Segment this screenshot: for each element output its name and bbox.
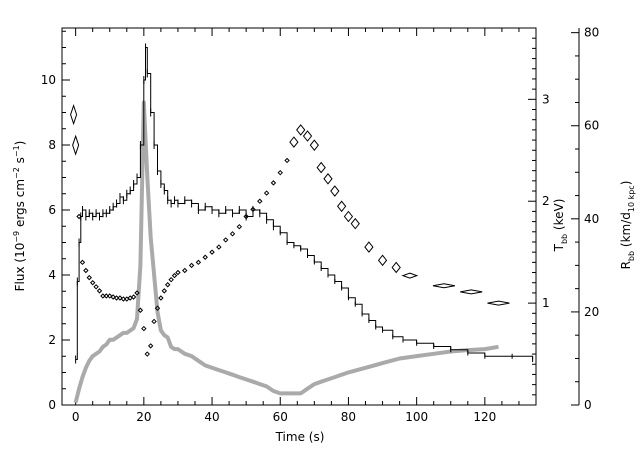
- temperature-point: [72, 134, 80, 156]
- temperature-point: [103, 293, 110, 299]
- temperature-point: [137, 307, 144, 313]
- x-tick-label: 20: [136, 410, 151, 424]
- radius-axis-title: Rbb (km/d10 kpc): [619, 181, 636, 270]
- temperature-point: [343, 210, 354, 223]
- temperature-point: [309, 139, 319, 151]
- y-left-tick-label: 2: [48, 333, 56, 347]
- temperature-point: [336, 200, 347, 213]
- temperature-point: [89, 280, 96, 286]
- temperature-point: [100, 293, 106, 299]
- temperature-point: [487, 300, 510, 306]
- temperature-point: [236, 223, 243, 230]
- temperature-point: [277, 169, 283, 176]
- temperature-axis-title: Tbb (keV): [552, 199, 569, 253]
- temperature-point: [175, 269, 181, 276]
- radius-line: [73, 100, 499, 404]
- temperature-point: [222, 237, 229, 243]
- temperature-series: [70, 104, 510, 357]
- x-tick-label: 120: [473, 410, 496, 424]
- temperature-point: [391, 261, 401, 274]
- temperature-point: [70, 104, 78, 126]
- temperature-point: [270, 180, 277, 186]
- y-left-tick-label: 8: [48, 138, 56, 152]
- temperature-point: [202, 254, 208, 260]
- temperature-point: [117, 295, 123, 301]
- temperature-point: [79, 259, 86, 266]
- temperature-point: [229, 231, 236, 237]
- radius-tick-label: 0: [584, 398, 592, 412]
- radius-series: [73, 100, 499, 404]
- temperature-point: [182, 267, 188, 274]
- temperature-point: [141, 325, 147, 332]
- temperature-point: [257, 198, 263, 204]
- temperature-point: [161, 288, 168, 294]
- temperature-point: [323, 172, 333, 185]
- temperature-point: [134, 290, 140, 296]
- temperature-point: [130, 294, 137, 300]
- temperature-point: [401, 272, 419, 279]
- temperature-tick-label: 3: [542, 92, 550, 106]
- temperature-point: [151, 318, 157, 325]
- y-left-tick-label: 6: [48, 203, 56, 217]
- x-tick-label: 0: [72, 410, 80, 424]
- temperature-point: [330, 185, 340, 197]
- temperature-point: [188, 262, 195, 269]
- x-tick-label: 60: [273, 410, 288, 424]
- temperature-point: [147, 343, 154, 349]
- flux-series: [75, 43, 534, 364]
- temperature-point: [96, 288, 103, 294]
- radius-tick-label: 80: [584, 26, 599, 40]
- x-tick-label: 100: [405, 410, 428, 424]
- temperature-point: [113, 295, 120, 301]
- x-axis-title: Time (s): [275, 430, 325, 444]
- y-left-axis-title: Flux (10−9 ergs cm−2 s−1): [12, 141, 27, 292]
- temperature-point: [83, 267, 89, 274]
- y-left-tick-label: 4: [48, 268, 56, 282]
- temperature-point: [158, 295, 164, 301]
- temperature-point: [250, 206, 256, 213]
- radius-tick-label: 20: [584, 305, 599, 319]
- radius-axis-ticks: 0 20 40 60 80: [571, 26, 599, 412]
- y-left-tick-label: 10: [41, 73, 56, 87]
- temperature-point: [350, 217, 360, 230]
- temperature-point: [302, 130, 313, 142]
- temperature-point: [460, 289, 483, 295]
- temperature-point: [168, 276, 174, 283]
- temperature-point: [289, 136, 299, 148]
- temperature-point: [165, 282, 171, 288]
- temperature-point: [120, 296, 127, 302]
- temperature-point: [110, 294, 116, 300]
- temperature-point: [107, 293, 113, 299]
- y-left-tick-label: 0: [48, 398, 56, 412]
- y-left-axis-ticks: 0 2 4 6 8 10: [41, 30, 70, 412]
- temperature-point: [296, 124, 306, 136]
- x-tick-label: 80: [341, 410, 356, 424]
- temperature-point: [263, 190, 270, 196]
- temperature-point: [76, 213, 82, 220]
- temperature-point: [171, 272, 178, 279]
- temperature-point: [195, 259, 202, 266]
- temperature-point: [209, 249, 215, 255]
- x-axis-ticks: 0 20 40 60 80 100 120: [72, 28, 520, 424]
- temperature-point: [243, 213, 249, 220]
- temperature-point: [316, 161, 326, 174]
- temperature-point: [154, 305, 161, 311]
- temperature-point: [432, 283, 456, 289]
- temperature-point: [364, 241, 374, 253]
- temperature-tick-label: 2: [542, 194, 550, 208]
- radius-tick-label: 60: [584, 119, 599, 133]
- temperature-point: [144, 351, 150, 357]
- radius-tick-label: 40: [584, 212, 599, 226]
- temperature-point: [86, 274, 92, 281]
- temperature-point: [284, 157, 290, 164]
- temperature-point: [216, 244, 222, 250]
- temperature-tick-label: 1: [542, 296, 550, 310]
- temperature-point: [377, 254, 388, 267]
- temperature-point: [93, 284, 99, 290]
- flux-line: [75, 47, 534, 360]
- temperature-axis-ticks: 1 2 3: [528, 37, 550, 396]
- x-tick-label: 40: [204, 410, 219, 424]
